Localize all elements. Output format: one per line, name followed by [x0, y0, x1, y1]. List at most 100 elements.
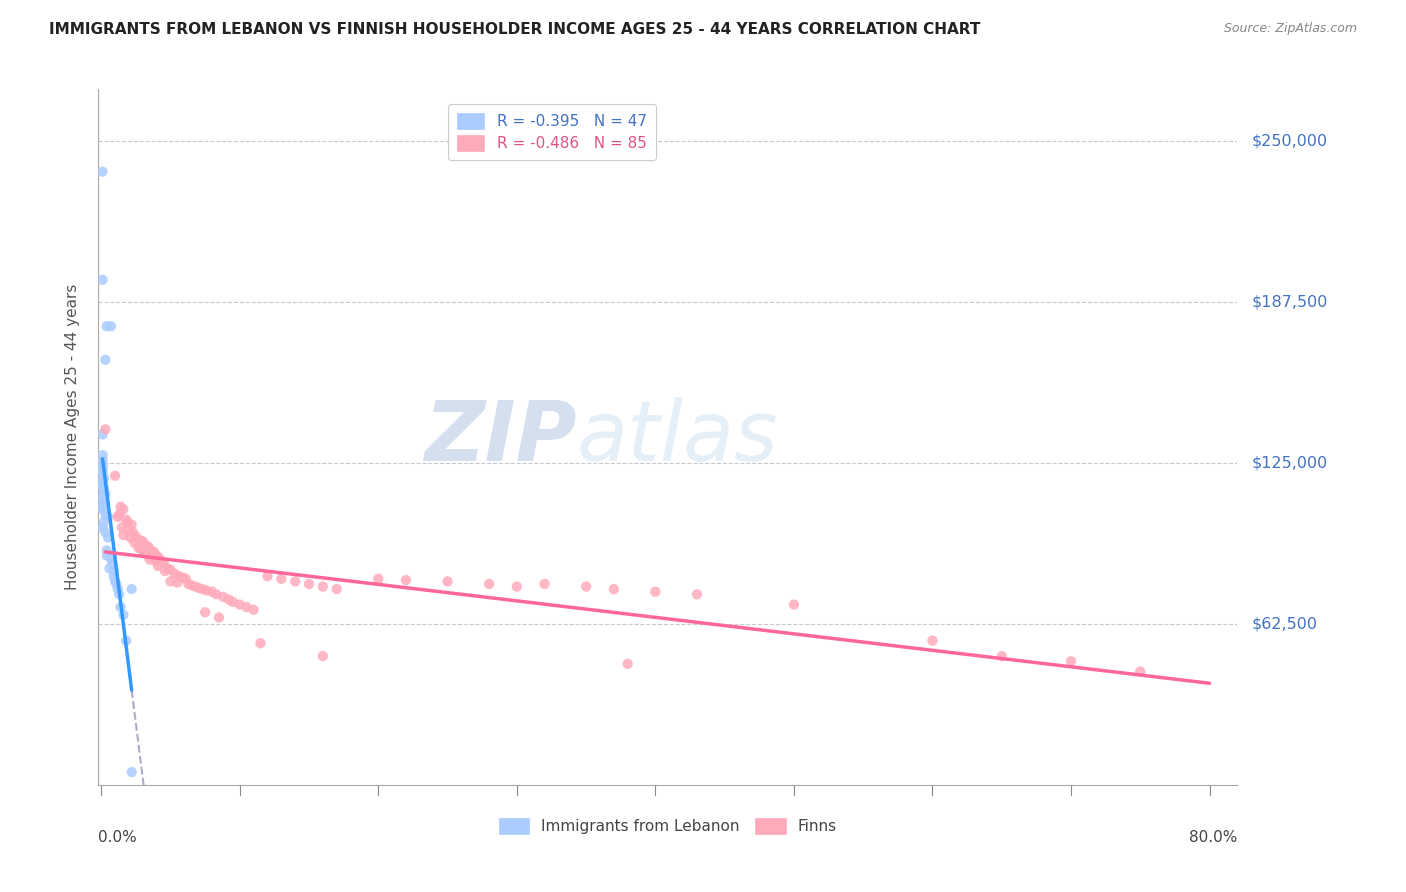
Point: [325, 582, 347, 596]
Point: [159, 563, 181, 577]
Point: [118, 523, 141, 537]
Point: [93, 497, 115, 511]
Point: [145, 549, 167, 563]
Point: [91, 466, 114, 480]
Point: [91, 458, 114, 473]
Point: [129, 533, 152, 548]
Point: [101, 557, 124, 571]
Legend: Immigrants from Lebanon, Finns: Immigrants from Lebanon, Finns: [492, 812, 844, 840]
Point: [107, 510, 129, 524]
Point: [100, 551, 122, 566]
Point: [166, 575, 188, 590]
Point: [97, 510, 120, 524]
Point: [91, 476, 114, 491]
Point: [91, 502, 114, 516]
Point: [91, 427, 114, 442]
Point: [96, 549, 118, 563]
Point: [125, 529, 148, 543]
Point: [298, 577, 321, 591]
Point: [108, 587, 131, 601]
Text: $187,500: $187,500: [1251, 294, 1327, 310]
Point: [132, 534, 155, 549]
Point: [142, 545, 165, 559]
Point: [167, 569, 190, 583]
Point: [177, 577, 200, 591]
Text: $125,000: $125,000: [1251, 455, 1327, 470]
Point: [93, 494, 115, 508]
Point: [112, 607, 135, 622]
Point: [146, 558, 169, 573]
Point: [110, 600, 132, 615]
Point: [91, 474, 114, 488]
Point: [783, 598, 806, 612]
Point: [91, 491, 114, 506]
Point: [159, 574, 181, 589]
Point: [1129, 665, 1152, 679]
Point: [94, 422, 117, 436]
Point: [121, 582, 143, 596]
Point: [94, 508, 117, 522]
Point: [94, 525, 117, 540]
Text: atlas: atlas: [576, 397, 779, 477]
Point: [191, 582, 214, 596]
Point: [107, 582, 129, 596]
Point: [91, 520, 114, 534]
Point: [686, 587, 709, 601]
Point: [242, 603, 264, 617]
Point: [208, 610, 231, 624]
Point: [91, 464, 114, 478]
Point: [124, 535, 146, 549]
Point: [96, 543, 118, 558]
Point: [91, 453, 114, 467]
Point: [93, 471, 115, 485]
Point: [104, 574, 127, 589]
Text: Source: ZipAtlas.com: Source: ZipAtlas.com: [1223, 22, 1357, 36]
Point: [135, 538, 157, 552]
Text: 0.0%: 0.0%: [98, 830, 138, 846]
Point: [93, 484, 115, 499]
Point: [1060, 654, 1083, 668]
Point: [110, 500, 132, 514]
Point: [131, 542, 153, 557]
Point: [184, 580, 207, 594]
Point: [575, 580, 598, 594]
Point: [104, 468, 127, 483]
Y-axis label: Householder Income Ages 25 - 44 years: Householder Income Ages 25 - 44 years: [65, 284, 80, 591]
Point: [138, 552, 160, 566]
Point: [121, 765, 143, 780]
Point: [395, 573, 418, 587]
Point: [150, 555, 173, 569]
Point: [103, 569, 125, 583]
Point: [229, 598, 252, 612]
Point: [143, 554, 166, 568]
Point: [135, 547, 157, 561]
Point: [921, 633, 943, 648]
Point: [990, 649, 1012, 664]
Point: [120, 531, 142, 545]
Point: [644, 584, 666, 599]
Point: [100, 319, 122, 334]
Point: [121, 517, 143, 532]
Point: [108, 508, 131, 522]
Point: [91, 164, 114, 178]
Point: [91, 489, 114, 503]
Point: [249, 636, 271, 650]
Point: [367, 572, 389, 586]
Point: [174, 572, 197, 586]
Point: [256, 569, 278, 583]
Text: 80.0%: 80.0%: [1189, 830, 1237, 846]
Point: [201, 584, 224, 599]
Point: [235, 600, 257, 615]
Point: [603, 582, 626, 596]
Point: [134, 546, 156, 560]
Point: [616, 657, 638, 671]
Point: [97, 531, 120, 545]
Point: [91, 448, 114, 462]
Point: [115, 512, 138, 526]
Point: [96, 319, 118, 334]
Point: [98, 561, 121, 575]
Point: [205, 587, 228, 601]
Text: IMMIGRANTS FROM LEBANON VS FINNISH HOUSEHOLDER INCOME AGES 25 - 44 YEARS CORRELA: IMMIGRANTS FROM LEBANON VS FINNISH HOUSE…: [49, 22, 980, 37]
Point: [180, 578, 202, 592]
Point: [187, 581, 209, 595]
